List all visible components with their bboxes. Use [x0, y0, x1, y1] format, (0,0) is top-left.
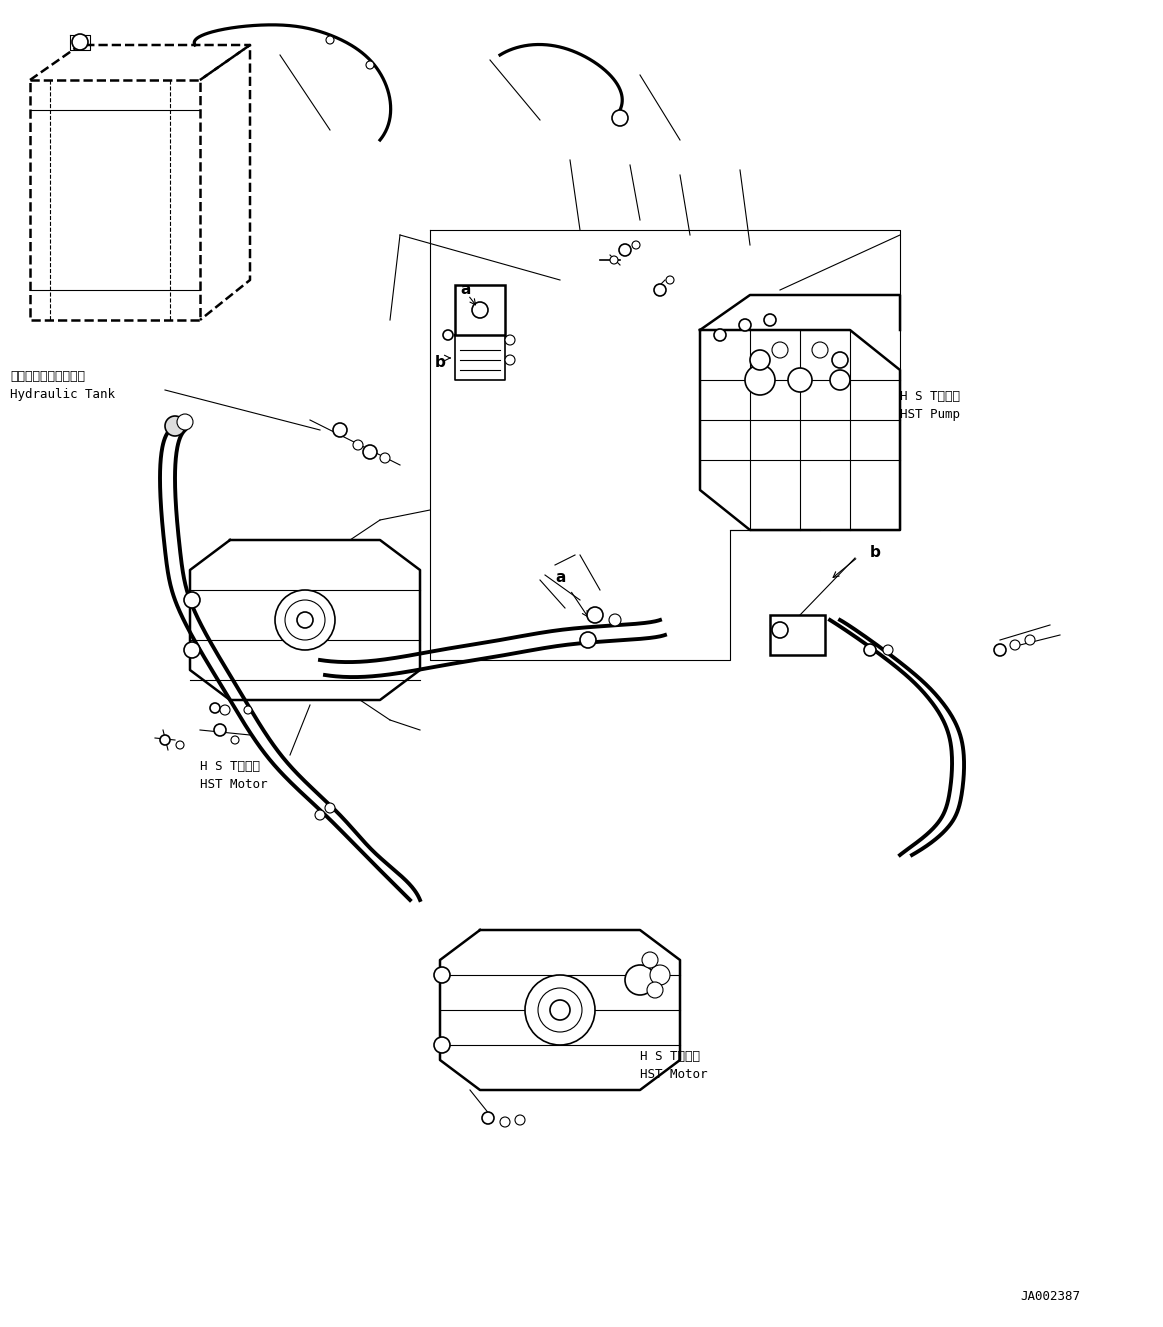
Text: ハイドロリックタンク: ハイドロリックタンク: [10, 370, 85, 384]
Bar: [455, 285, 505, 334]
Circle shape: [587, 606, 602, 622]
Text: a: a: [461, 283, 470, 297]
Circle shape: [642, 951, 658, 967]
Circle shape: [832, 352, 848, 368]
Circle shape: [1009, 640, 1020, 650]
Circle shape: [500, 1117, 511, 1127]
Circle shape: [772, 622, 789, 638]
Circle shape: [214, 725, 226, 736]
Circle shape: [739, 318, 751, 330]
Circle shape: [994, 644, 1006, 656]
Circle shape: [434, 1036, 450, 1054]
Circle shape: [550, 1001, 570, 1020]
Circle shape: [830, 370, 850, 390]
Circle shape: [625, 965, 655, 995]
Circle shape: [244, 706, 252, 714]
Text: Hydraulic Tank: Hydraulic Tank: [10, 387, 115, 401]
Circle shape: [647, 982, 663, 998]
Text: a: a: [555, 571, 565, 585]
Circle shape: [380, 453, 390, 463]
Circle shape: [883, 645, 893, 656]
Circle shape: [220, 705, 230, 715]
Circle shape: [176, 740, 184, 748]
Circle shape: [285, 600, 324, 640]
Text: H S Tポンプ: H S Tポンプ: [900, 390, 959, 403]
Text: HST Motor: HST Motor: [640, 1068, 707, 1082]
Circle shape: [632, 242, 640, 249]
Circle shape: [580, 632, 595, 648]
Circle shape: [515, 1115, 525, 1125]
Bar: [770, 614, 825, 656]
Text: HST Pump: HST Pump: [900, 407, 959, 421]
Circle shape: [231, 736, 240, 744]
Text: b: b: [870, 545, 880, 560]
Circle shape: [714, 329, 726, 341]
Circle shape: [812, 342, 828, 358]
Circle shape: [1025, 636, 1035, 645]
Circle shape: [363, 445, 377, 459]
Circle shape: [864, 644, 876, 656]
Circle shape: [354, 441, 363, 450]
Circle shape: [789, 368, 812, 391]
Circle shape: [297, 612, 313, 628]
Circle shape: [611, 256, 618, 264]
Circle shape: [274, 591, 335, 650]
Circle shape: [472, 303, 488, 318]
Text: b: b: [435, 356, 445, 370]
Circle shape: [165, 415, 185, 437]
Circle shape: [160, 735, 170, 744]
Circle shape: [654, 284, 666, 296]
Circle shape: [764, 314, 776, 326]
Circle shape: [772, 342, 789, 358]
Circle shape: [745, 365, 775, 395]
Circle shape: [505, 356, 515, 365]
Circle shape: [666, 276, 675, 284]
Circle shape: [525, 975, 595, 1044]
Circle shape: [366, 61, 374, 69]
Circle shape: [324, 803, 335, 813]
Circle shape: [333, 423, 347, 437]
Circle shape: [481, 1112, 494, 1124]
Circle shape: [443, 330, 454, 340]
Circle shape: [326, 36, 334, 44]
Circle shape: [177, 414, 193, 430]
Circle shape: [538, 989, 582, 1032]
Circle shape: [609, 614, 621, 626]
Circle shape: [612, 110, 628, 126]
Circle shape: [434, 967, 450, 983]
Circle shape: [650, 965, 670, 985]
Circle shape: [211, 703, 220, 713]
Circle shape: [315, 809, 324, 820]
Circle shape: [619, 244, 632, 256]
Text: H S Tモータ: H S Tモータ: [200, 760, 261, 774]
Circle shape: [505, 334, 515, 345]
Circle shape: [72, 35, 88, 50]
Text: JA002387: JA002387: [1020, 1290, 1080, 1303]
Text: H S Tモータ: H S Tモータ: [640, 1050, 700, 1063]
Circle shape: [184, 592, 200, 608]
Text: HST Motor: HST Motor: [200, 778, 267, 791]
Circle shape: [750, 350, 770, 370]
Circle shape: [184, 642, 200, 658]
